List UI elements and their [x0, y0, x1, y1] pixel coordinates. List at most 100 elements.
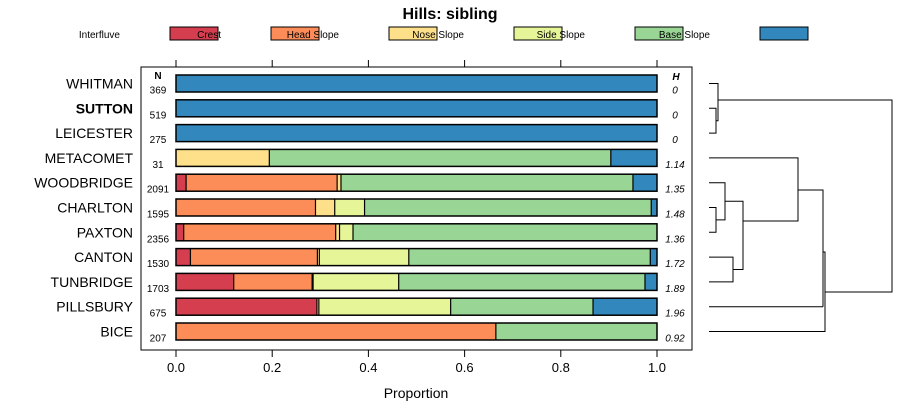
- chart-title: Hills: sibling: [402, 6, 497, 23]
- n-value-whitman: 369: [150, 86, 167, 97]
- bar-row-charlton: [175, 198, 658, 217]
- bar-outline-charlton: [175, 198, 658, 217]
- bar-woodbridge-head-slope: [337, 174, 341, 192]
- bar-outline-tunbridge: [175, 272, 658, 292]
- bar-metacomet-head-slope: [176, 149, 270, 167]
- dendrogram-link: [709, 157, 799, 222]
- h-value-metacomet: 1.14: [665, 160, 685, 171]
- h-value-whitman: 0: [672, 86, 678, 97]
- bar-row-metacomet: [175, 148, 658, 168]
- bar-outline-whitman: [175, 74, 658, 93]
- bar-outline-canton: [175, 247, 658, 267]
- bar-row-leicester: [175, 123, 658, 143]
- n-value-leicester: 275: [150, 135, 167, 146]
- row-label-pillsbury: PILLSBURY: [56, 299, 133, 315]
- legend-label-interfluve: Interfluve: [79, 30, 121, 41]
- n-value-sutton: 519: [150, 110, 167, 121]
- legend-swatch-head-slope: [388, 26, 438, 41]
- x-tick-label: 0.4: [359, 360, 377, 375]
- h-value-leicester: 0: [672, 135, 678, 146]
- bar-pillsbury-head-slope: [316, 298, 319, 316]
- row-label-charlton: CHARLTON: [57, 200, 133, 216]
- legend-label-nose-slope: Nose Slope: [412, 30, 464, 41]
- bar-paxton-crest: [183, 223, 336, 241]
- bar-woodbridge-crest: [186, 174, 338, 192]
- h-value-paxton: 1.36: [665, 234, 685, 245]
- bar-row-paxton: [175, 223, 658, 242]
- n-value-metacomet: 31: [152, 160, 164, 171]
- x-axis-label: Proportion: [384, 385, 449, 401]
- bar-paxton-nose-slope: [339, 223, 354, 241]
- bar-row-bice: [175, 322, 658, 341]
- bar-canton-side-slope: [408, 248, 651, 266]
- bar-canton-crest: [190, 248, 318, 266]
- n-value-tunbridge: 1703: [147, 284, 170, 295]
- bar-charlton-head-slope: [315, 199, 335, 216]
- row-label-leicester: LEICESTER: [55, 125, 133, 141]
- bar-outline-paxton: [175, 223, 658, 242]
- bar-row-tunbridge: [175, 272, 658, 292]
- bar-paxton-side-slope: [353, 223, 657, 241]
- h-value-sutton: 0: [672, 110, 678, 121]
- legend: Interfluve Crest Head Slope Nose Slope Side …: [79, 26, 809, 41]
- row-label-whitman: WHITMAN: [66, 76, 133, 92]
- h-value-canton: 1.72: [665, 259, 685, 270]
- bar-leicester-base-slope: [176, 124, 657, 142]
- n-value-canton: 1530: [147, 259, 170, 270]
- n-value-charlton: 1595: [147, 210, 170, 221]
- bar-sutton-base-slope: [176, 99, 657, 117]
- row-label-bice: BICE: [100, 324, 133, 340]
- bar-woodbridge-interfluve: [176, 174, 187, 192]
- h-value-tunbridge: 1.89: [665, 284, 685, 295]
- dendrogram-link: [709, 256, 734, 283]
- legend-swatch-base-slope: [759, 26, 809, 41]
- bar-metacomet-base-slope: [610, 149, 657, 167]
- bar-row-woodbridge: [175, 173, 658, 192]
- bar-outline-leicester: [175, 123, 658, 143]
- bar-paxton-interfluve: [176, 223, 184, 241]
- h-value-pillsbury: 1.96: [665, 309, 685, 320]
- bar-charlton-base-slope: [651, 199, 657, 216]
- bar-tunbridge-side-slope: [398, 273, 645, 291]
- legend-label-head-slope: Head Slope: [287, 30, 340, 41]
- legend-swatch-interfluve: [169, 26, 219, 41]
- legend-label-crest: Crest: [197, 30, 221, 41]
- bar-row-sutton: [175, 99, 658, 118]
- bar-woodbridge-base-slope: [632, 174, 657, 192]
- bar-row-canton: [175, 247, 658, 267]
- bar-tunbridge-crest: [233, 273, 313, 291]
- h-value-bice: 0.92: [665, 334, 685, 345]
- n-value-paxton: 2356: [147, 234, 170, 245]
- bar-canton-base-slope: [650, 248, 657, 266]
- bar-charlton-side-slope: [364, 199, 652, 216]
- n-column-header: N: [154, 71, 161, 82]
- bar-charlton-nose-slope: [334, 199, 365, 216]
- h-value-charlton: 1.48: [665, 210, 685, 221]
- bar-outline-woodbridge: [175, 173, 658, 192]
- x-tick-label: 0.2: [263, 360, 281, 375]
- dendrogram-link: [709, 107, 717, 134]
- bar-outline-bice: [175, 322, 658, 341]
- bar-tunbridge-interfluve: [176, 273, 234, 291]
- bar-pillsbury-interfluve: [176, 298, 317, 316]
- legend-swatch-crest: [270, 26, 320, 41]
- row-label-woodbridge: WOODBRIDGE: [34, 175, 133, 191]
- bar-bice-side-slope: [495, 323, 657, 340]
- n-value-bice: 207: [150, 334, 167, 345]
- dendrogram-link: [709, 251, 826, 332]
- x-tick-label: 0.8: [552, 360, 570, 375]
- dendrogram: [709, 83, 893, 332]
- row-labels: WHITMAN SUTTON LEICESTER METACOMET WOODBRIDG…: [34, 76, 133, 340]
- legend-swatch-nose-slope: [513, 26, 563, 41]
- bar-charlton-crest: [176, 199, 316, 216]
- row-label-sutton: SUTTON: [76, 100, 133, 116]
- bar-canton-head-slope: [317, 248, 320, 266]
- n-value-woodbridge: 2091: [147, 185, 170, 196]
- bar-outline-sutton: [175, 99, 658, 118]
- row-label-metacomet: METACOMET: [45, 150, 134, 166]
- bar-row-whitman: [175, 74, 658, 93]
- bar-whitman-base-slope: [176, 75, 657, 92]
- bar-bice-crest: [176, 323, 496, 340]
- bar-metacomet-side-slope: [269, 149, 611, 167]
